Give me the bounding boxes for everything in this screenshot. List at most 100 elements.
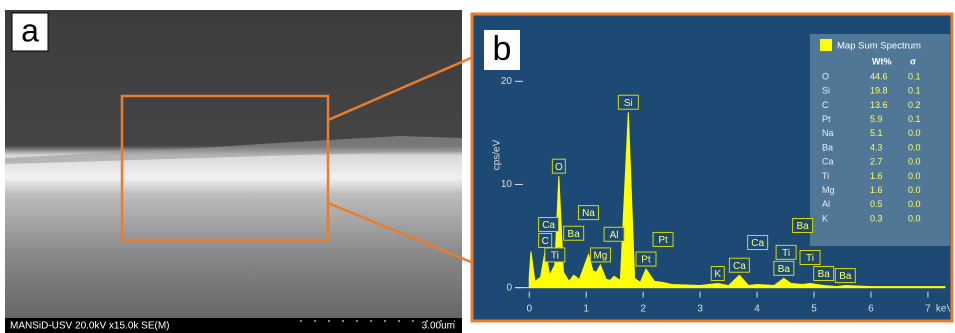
peak-label: Na	[582, 208, 595, 219]
table-value: 0.0	[908, 128, 921, 138]
peak-label: Ca	[751, 238, 764, 249]
table-value: 19.8	[870, 86, 888, 96]
x-tick-label: 4	[754, 304, 760, 315]
table-value: 5.1	[870, 128, 883, 138]
peak-label: Ti	[806, 253, 814, 264]
peak-label: Pt	[641, 255, 651, 266]
peak-label: Ti	[551, 251, 559, 262]
table-value: 0.5	[870, 199, 883, 209]
peak-label-box	[538, 216, 560, 232]
table-value: 0.1	[908, 71, 921, 81]
panel-label: a	[21, 12, 39, 48]
y-tick-label: 10	[501, 179, 513, 190]
peak-label: Ti	[782, 248, 790, 259]
peak-label-box	[773, 260, 795, 276]
plot: 0 1 2 3 4 5 6 7 keV01020cps/eVSiOCTiCaBaNaMgAlPt…	[492, 76, 954, 315]
table-value: 0.1	[908, 114, 921, 124]
table-value: 0.3	[870, 213, 883, 223]
zoom-line	[327, 201, 472, 264]
peak-label: Ba	[778, 264, 791, 275]
table-value: 0.0	[908, 171, 921, 181]
legend-label: Map Sum Spectrum	[837, 41, 921, 52]
peak-label: Si	[624, 98, 633, 109]
peak-label-box	[635, 251, 657, 267]
peak-label: Ca	[542, 220, 555, 231]
peak-label-box	[799, 249, 821, 265]
zoom-box	[120, 94, 330, 242]
peak-label-box	[603, 226, 625, 242]
x-tick-label: 5	[811, 304, 817, 315]
table-value: 0.0	[908, 213, 921, 223]
table-value: 44.6	[870, 71, 888, 81]
table-element: K	[822, 213, 828, 223]
peak-label-box	[652, 231, 674, 247]
peak-label-box	[775, 244, 797, 260]
x-tick-label: 6	[868, 304, 874, 315]
peak-label: Mg	[593, 251, 607, 262]
table-value: 2.7	[870, 157, 883, 167]
table-element: Ti	[822, 171, 829, 181]
table-header: Wt%	[872, 56, 892, 66]
x-tick-label: 1	[583, 304, 589, 315]
peak-label-box	[728, 257, 750, 273]
peak-label: Ba	[796, 221, 809, 232]
zoom-line	[327, 56, 472, 122]
table-element: Ba	[822, 142, 833, 152]
peak-label: Ba	[818, 269, 831, 280]
table-value: 0.0	[908, 142, 921, 152]
x-tick-label: 3	[697, 304, 703, 315]
table-value: 1.6	[870, 185, 883, 195]
peak-label-box	[747, 235, 769, 251]
peak-label-box	[813, 265, 835, 281]
spectrum-area	[528, 112, 946, 289]
sem-scale: 3.00um	[422, 321, 455, 332]
table-element: Mg	[822, 185, 835, 195]
x-tick-label: 7	[925, 304, 931, 315]
table-value: 0.0	[908, 157, 921, 167]
y-tick-label: 0	[506, 282, 512, 293]
table-element: Ca	[822, 157, 834, 167]
peak-label: C	[542, 236, 549, 247]
table-value: 0.2	[908, 100, 921, 110]
panel-label: b	[493, 30, 512, 68]
table-element: O	[822, 71, 829, 81]
peak-label: Al	[610, 230, 619, 241]
peak-label: Pt	[658, 235, 668, 246]
sem-caption-bar	[5, 318, 462, 333]
x-axis-label: keV	[936, 304, 954, 315]
peak-label-box	[792, 217, 814, 233]
sem-panel: MANSiD-USV 20.0kV x15.0k SE(M) 3.00um a	[5, 10, 462, 333]
peak-label-box	[551, 158, 566, 174]
table-header: σ	[910, 56, 916, 66]
table-value: 0.0	[908, 199, 921, 209]
table-value: 4.3	[870, 142, 883, 152]
panel-label-box	[11, 12, 49, 52]
sem-layer-edge	[5, 136, 462, 164]
panel-label-box	[484, 30, 520, 70]
table-value: 0.0	[908, 185, 921, 195]
x-tick-label: 0	[526, 304, 532, 315]
sem-caption: MANSiD-USV 20.0kV x15.0k SE(M)	[10, 321, 170, 332]
table-element: Si	[822, 86, 830, 96]
peak-label-box	[617, 94, 639, 110]
peak-label: Ba	[568, 229, 581, 240]
sem-image	[5, 10, 462, 333]
peak-label-box	[544, 247, 566, 263]
table-element: Pt	[822, 114, 831, 124]
y-axis-label: cps/eV	[492, 139, 503, 170]
table-element: Na	[822, 128, 834, 138]
legend-box	[810, 34, 950, 246]
peak-label: Ca	[733, 261, 746, 272]
peak-label-box	[563, 225, 585, 241]
legend-swatch	[820, 39, 832, 51]
peak-label: O	[555, 162, 563, 173]
table-element: Al	[822, 199, 830, 209]
table-value: 13.6	[870, 100, 888, 110]
peak-label-box	[834, 268, 856, 284]
peak-label-box	[589, 247, 611, 263]
peak-label-box	[710, 265, 725, 281]
peak-label: K	[714, 269, 721, 280]
peak-label-box	[577, 205, 599, 221]
y-tick-label: 20	[501, 76, 513, 87]
